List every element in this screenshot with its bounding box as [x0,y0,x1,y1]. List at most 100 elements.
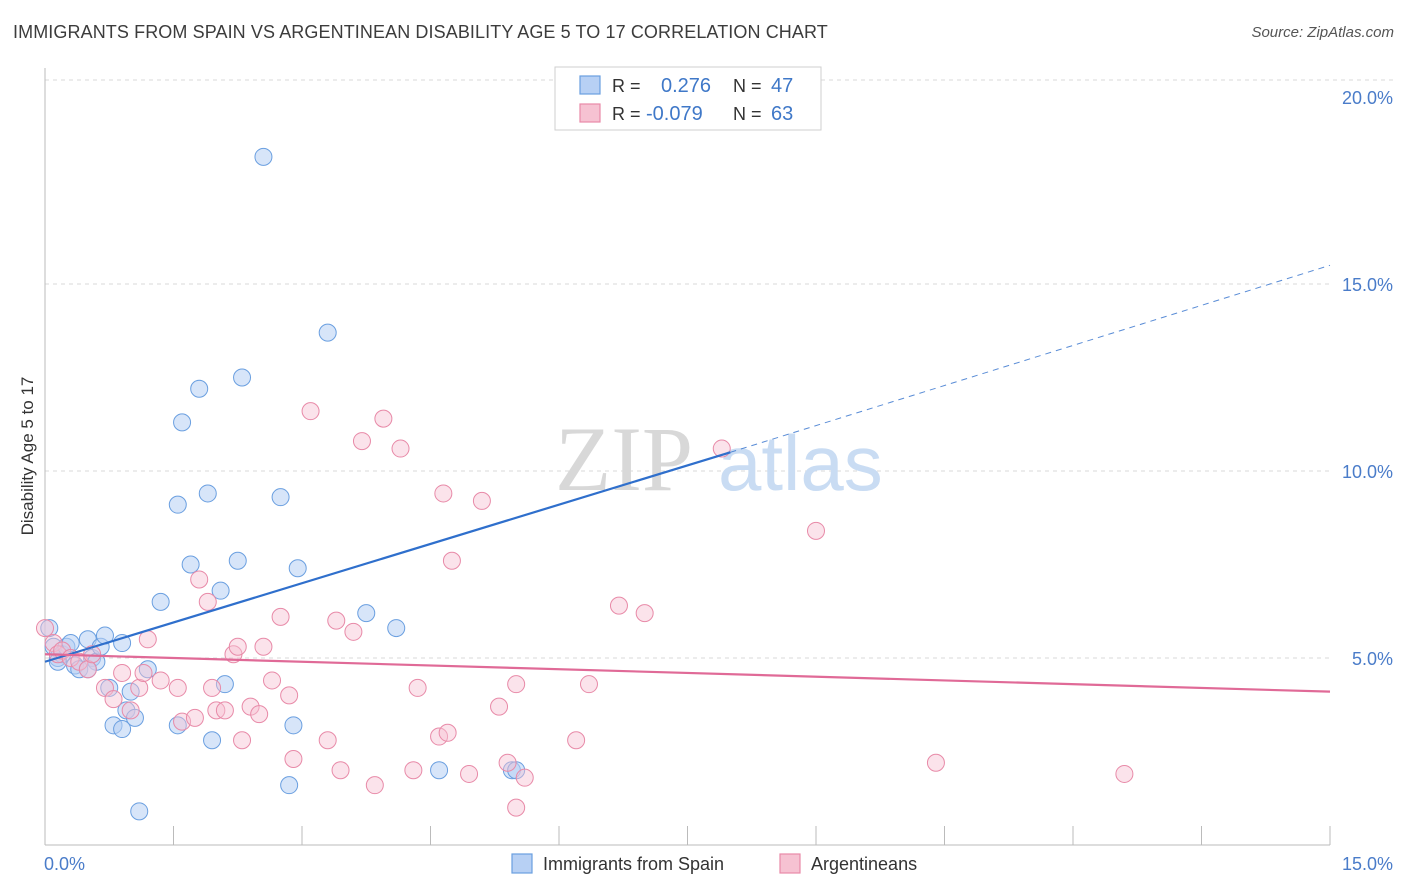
trend-lines [44,264,1331,693]
y-tick-label: 5.0% [1352,649,1393,669]
argentinean-point [430,727,449,746]
argentinean-point [579,675,598,694]
legend-swatch-spain [511,853,533,874]
watermark-atlas: atlas [718,419,883,507]
argentinean-point [284,749,303,768]
argentinean-point [78,660,97,679]
argentinean-point [151,671,170,690]
argentinean-point [807,521,825,540]
argentinean-point [61,649,80,667]
argentinean-point [331,761,350,780]
watermark: ZIP atlas [555,408,883,510]
spain-point [151,592,170,611]
series-spain-points [40,147,526,821]
spain-point [130,802,149,821]
argentinean-point [609,596,628,615]
stats-r-label-1: R = [612,76,641,96]
stats-swatch-pink [579,103,601,123]
spain-point [113,720,132,739]
argentinean-point [567,731,586,750]
argentinean-point [374,409,393,428]
argentinean-point [926,753,945,772]
argentinean-point [507,798,526,817]
spain-point [387,619,406,638]
spain-point [190,379,209,398]
argentinean-point [352,432,371,451]
y-tick-labels: 5.0% 10.0% 15.0% 20.0% [1342,88,1393,669]
spain-point [211,581,230,600]
stats-r-value-1: 0.276 [661,75,711,97]
argentinean-point [121,701,140,720]
argentinean-point [438,723,457,742]
argentinean-point [271,607,290,626]
argentinean-point [138,630,157,649]
legend-label-argentineans: Argentineans [811,854,917,874]
y-tick-label: 20.0% [1342,88,1393,108]
chart-title: IMMIGRANTS FROM SPAIN VS ARGENTINEAN DIS… [13,22,828,42]
grid-lines [45,79,1395,659]
argentinean-point [515,768,534,787]
spain-point [288,559,307,578]
argentinean-point [301,402,320,421]
legend-swatch-argentineans [779,853,801,874]
spain-point [254,147,273,166]
argentinean-point [263,671,282,690]
spain-point [198,484,217,503]
argentinean-point [113,663,132,682]
x-tick-labels: 0.0% 15.0% [44,854,1393,874]
argentinean-point [490,697,509,716]
argentinean-point [280,686,299,705]
argentinean-point [83,645,102,664]
argentinean-point [635,604,654,623]
legend: Immigrants from Spain Argentineans [511,853,917,874]
stats-swatch-blue [579,75,601,95]
spain-point [233,368,252,387]
series-argentineans-points [36,402,1134,817]
argentinean-point [365,776,384,795]
argentinean-point [250,705,269,724]
spain-point [173,413,192,432]
spain-point [100,678,119,697]
argentinean-point [507,675,526,694]
argentinean-point [344,622,363,641]
argentinean-point [404,761,423,780]
spain-point [280,776,299,795]
argentinean-point [233,731,252,750]
y-tick-label: 10.0% [1342,462,1393,482]
trend-line-spain-extension [730,264,1331,453]
argentinean-point [130,678,149,697]
spain-point [181,555,200,574]
stats-n-label-2: N = [733,104,762,124]
argentinean-point [254,637,273,656]
argentinean-point [327,611,346,630]
axes [44,68,1331,846]
argentinean-point [185,708,204,727]
argentinean-point [190,570,209,589]
argentinean-point [442,551,461,570]
stats-box: R = 0.276 N = 47 R = -0.079 N = 63 [554,66,822,131]
argentinean-point [1115,764,1134,783]
spain-point [168,495,187,514]
stats-n-value-1: 47 [771,75,793,97]
argentinean-point [198,592,217,611]
stats-r-value-2: -0.079 [646,103,703,125]
argentinean-point [203,678,222,697]
y-tick-label: 15.0% [1342,275,1393,295]
x-tick-label: 0.0% [44,854,85,874]
argentinean-point [104,690,123,709]
stats-n-value-2: 63 [771,103,793,125]
spain-point [228,551,247,570]
argentinean-point [434,484,453,503]
trend-line-argentineans [44,653,1331,693]
spain-point [121,682,140,701]
argentinean-point [408,678,427,697]
argentinean-point [228,637,247,656]
spain-point [284,716,303,735]
spain-point [40,619,59,638]
stats-n-label-1: N = [733,76,762,96]
spain-point [430,761,449,780]
argentinean-point [36,619,54,638]
argentinean-point [215,701,234,720]
spain-point [318,323,337,342]
